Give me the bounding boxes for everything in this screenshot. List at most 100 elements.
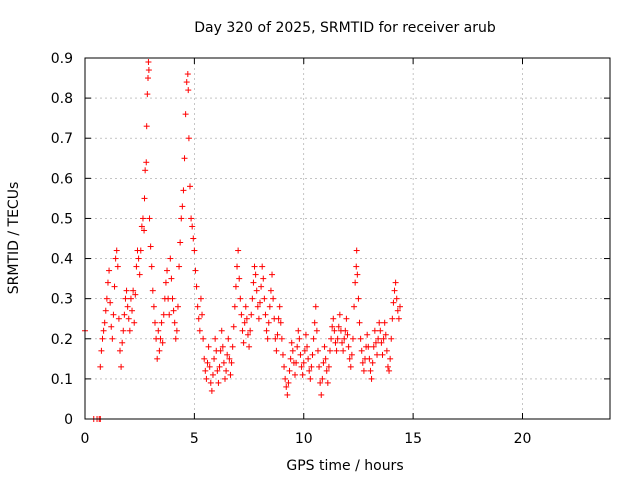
data-point [230, 323, 237, 330]
data-point [157, 335, 164, 342]
data-point [254, 303, 261, 310]
data-point [257, 299, 263, 306]
data-point [136, 271, 143, 278]
data-point [146, 215, 153, 222]
data-point [299, 371, 306, 378]
data-point [309, 351, 316, 358]
data-point [380, 335, 387, 342]
data-point [126, 327, 133, 334]
data-point [166, 311, 173, 318]
data-point [241, 319, 248, 326]
data-point [332, 339, 339, 346]
data-point [170, 307, 177, 314]
data-point [115, 315, 122, 322]
plot-area [84, 57, 611, 420]
data-point [322, 355, 329, 362]
data-point [348, 351, 355, 358]
data-point [147, 243, 154, 250]
data-point [335, 323, 342, 330]
data-point [231, 303, 238, 310]
data-point [155, 327, 162, 334]
data-point [239, 327, 246, 334]
data-point [300, 359, 307, 366]
data-point [174, 303, 181, 310]
data-point [313, 327, 320, 334]
data-point [250, 279, 257, 286]
data-point [324, 379, 331, 386]
data-point [199, 311, 206, 318]
data-point [194, 303, 201, 310]
data-point [329, 323, 336, 330]
data-point [240, 339, 247, 346]
data-point [369, 359, 376, 366]
data-point [258, 283, 265, 290]
axis-ticks [84, 57, 610, 420]
data-point [294, 343, 301, 350]
data-point [286, 367, 293, 374]
data-point [144, 91, 151, 98]
data-point [173, 327, 180, 334]
data-point [307, 375, 314, 382]
data-point [346, 355, 353, 362]
data-point [193, 283, 200, 290]
data-point [365, 343, 372, 350]
data-point [120, 327, 127, 334]
data-point [253, 287, 260, 294]
data-point [188, 215, 195, 222]
data-point [360, 367, 367, 374]
data-point [159, 339, 166, 346]
data-point [97, 363, 104, 370]
data-point [243, 315, 250, 322]
data-point [288, 339, 295, 346]
grid-lines [85, 58, 610, 419]
data-point [190, 235, 197, 242]
data-point [386, 367, 393, 374]
data-point [167, 255, 174, 262]
data-point [103, 295, 110, 302]
data-point [333, 347, 340, 354]
data-point [160, 311, 167, 318]
data-point [158, 319, 165, 326]
data-point [202, 367, 209, 374]
data-point [205, 343, 212, 350]
data-point [200, 335, 207, 342]
data-point [172, 335, 179, 342]
data-point [306, 367, 313, 374]
data-point [261, 295, 268, 302]
data-point [251, 263, 258, 270]
data-point [248, 311, 255, 318]
data-point [277, 319, 284, 326]
data-point [260, 275, 267, 282]
data-point [209, 371, 216, 378]
data-point [113, 247, 120, 254]
data-point [215, 379, 222, 386]
data-point [304, 343, 311, 350]
data-point [354, 271, 361, 278]
data-point [376, 319, 383, 326]
data-point [370, 343, 377, 350]
data-point [265, 319, 272, 326]
data-point [164, 267, 171, 274]
data-point [327, 347, 333, 354]
y-tick-label: 0.9 [51, 51, 73, 67]
data-point [219, 343, 226, 350]
data-point [235, 247, 242, 254]
data-point [382, 331, 389, 338]
data-point [353, 263, 360, 270]
data-point [130, 287, 137, 294]
data-point [236, 275, 243, 282]
data-point [394, 307, 401, 314]
data-point [368, 375, 375, 382]
data-point [180, 187, 187, 194]
data-point [328, 335, 335, 342]
data-point [316, 363, 323, 370]
data-point [156, 347, 163, 354]
data-point [131, 319, 138, 326]
data-point [218, 327, 225, 334]
data-point [364, 331, 371, 338]
data-point [118, 363, 125, 370]
data-point [359, 359, 366, 366]
data-point [185, 87, 192, 94]
data-point [107, 299, 114, 306]
data-point [104, 279, 111, 286]
